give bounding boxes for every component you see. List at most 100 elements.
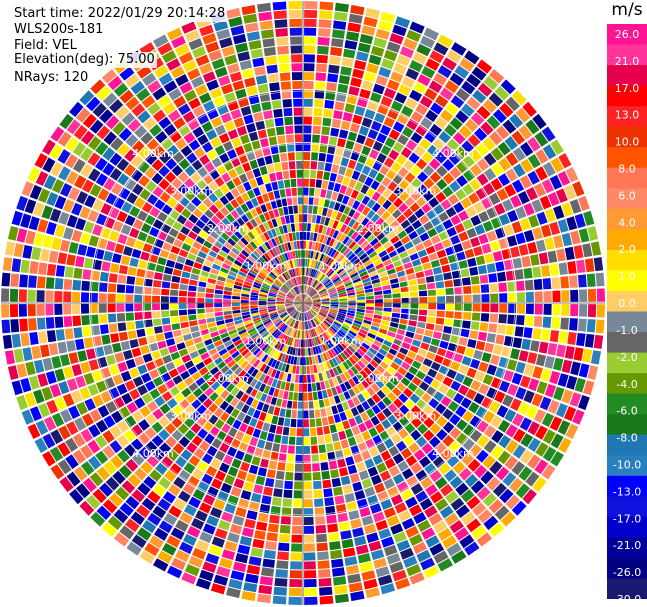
velocity-cell xyxy=(223,434,234,446)
velocity-cell xyxy=(496,405,509,418)
velocity-cell xyxy=(319,453,328,462)
velocity-cell xyxy=(482,492,497,507)
velocity-cell xyxy=(305,276,308,285)
velocity-cell xyxy=(296,357,300,366)
velocity-cell xyxy=(347,573,361,584)
velocity-cell xyxy=(304,300,312,303)
velocity-cell xyxy=(504,455,518,470)
velocity-cell xyxy=(224,540,238,552)
velocity-cell xyxy=(58,381,70,395)
velocity-cell xyxy=(205,343,215,351)
velocity-cell xyxy=(304,300,312,303)
velocity-cell xyxy=(280,152,288,162)
velocity-cell xyxy=(89,292,98,303)
velocity-cell xyxy=(254,371,263,380)
velocity-cell xyxy=(328,136,338,146)
velocity-cell xyxy=(498,356,509,369)
velocity-cell xyxy=(336,403,344,413)
velocity-cell xyxy=(551,277,561,289)
velocity-cell xyxy=(363,523,377,535)
velocity-cell xyxy=(98,293,107,303)
velocity-cell xyxy=(179,399,190,410)
velocity-cell xyxy=(361,117,373,128)
velocity-cell xyxy=(436,310,445,318)
velocity-cell xyxy=(173,117,186,130)
velocity-cell xyxy=(332,251,340,259)
velocity-cell xyxy=(371,383,380,393)
velocity-cell xyxy=(162,324,172,332)
velocity-cell xyxy=(297,267,300,276)
velocity-cell xyxy=(45,317,55,329)
velocity-cell xyxy=(483,182,495,196)
velocity-cell xyxy=(138,175,150,187)
velocity-cell xyxy=(292,516,303,526)
velocity-cell xyxy=(371,404,381,415)
velocity-cell xyxy=(362,206,371,216)
velocity-cell xyxy=(303,401,309,410)
velocity-cell xyxy=(316,233,322,242)
velocity-cell xyxy=(289,309,296,316)
velocity-cell xyxy=(387,268,396,275)
velocity-cell xyxy=(313,318,319,326)
velocity-cell xyxy=(449,427,462,440)
velocity-cell xyxy=(389,33,404,45)
velocity-cell xyxy=(264,252,271,261)
velocity-cell xyxy=(341,57,354,68)
velocity-cell xyxy=(505,168,518,182)
velocity-cell xyxy=(21,409,34,425)
velocity-cell xyxy=(277,332,283,341)
velocity-cell xyxy=(271,415,279,425)
velocity-cell xyxy=(317,252,322,261)
velocity-cell xyxy=(319,289,327,295)
velocity-cell xyxy=(179,541,194,555)
velocity-cell xyxy=(483,440,497,454)
velocity-cell xyxy=(383,116,395,128)
velocity-cell xyxy=(351,325,360,331)
velocity-cell xyxy=(178,103,191,116)
velocity-cell xyxy=(318,312,326,318)
velocity-cell xyxy=(234,354,243,363)
velocity-cell xyxy=(274,227,281,236)
velocity-cell xyxy=(259,257,267,265)
velocity-cell xyxy=(107,283,117,293)
velocity-cell xyxy=(198,275,208,283)
velocity-cell xyxy=(377,400,387,411)
velocity-cell xyxy=(182,483,196,495)
velocity-cell xyxy=(464,118,479,132)
velocity-cell xyxy=(301,330,303,339)
velocity-cell xyxy=(353,320,363,325)
velocity-cell xyxy=(234,243,243,252)
velocity-cell xyxy=(180,321,189,329)
velocity-cell xyxy=(235,88,247,99)
velocity-cell xyxy=(16,195,28,211)
velocity-cell xyxy=(303,240,306,249)
velocity-cell xyxy=(405,267,415,275)
velocity-cell xyxy=(324,497,335,507)
velocity-cell xyxy=(230,332,239,339)
velocity-cell xyxy=(486,333,496,343)
velocity-cell xyxy=(392,293,401,298)
velocity-cell xyxy=(359,33,374,45)
velocity-cell xyxy=(308,288,314,295)
velocity-cell xyxy=(465,388,477,400)
velocity-cell xyxy=(299,303,303,312)
velocity-cell xyxy=(36,304,45,316)
velocity-cell xyxy=(234,366,243,376)
velocity-cell xyxy=(246,243,255,252)
velocity-cell xyxy=(338,329,346,337)
velocity-cell xyxy=(136,328,146,338)
velocity-cell xyxy=(354,535,367,547)
velocity-cell xyxy=(286,400,293,409)
velocity-cell xyxy=(418,309,428,316)
velocity-cell xyxy=(382,316,391,322)
velocity-cell xyxy=(304,45,316,54)
velocity-cell xyxy=(416,549,431,563)
velocity-cell xyxy=(436,347,447,357)
velocity-cell xyxy=(339,341,347,349)
velocity-cell xyxy=(252,187,261,197)
velocity-cell xyxy=(297,187,303,196)
velocity-cell xyxy=(440,199,452,210)
velocity-cell xyxy=(595,319,605,334)
velocity-cell xyxy=(425,109,438,122)
velocity-cell xyxy=(434,372,446,383)
